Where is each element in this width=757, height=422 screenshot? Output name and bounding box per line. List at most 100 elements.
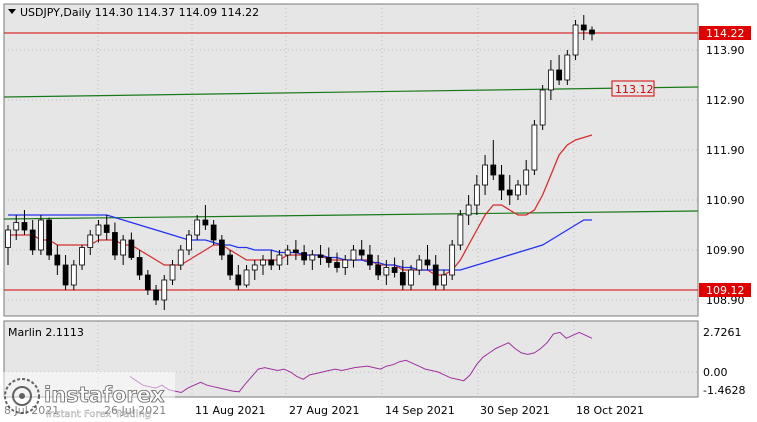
candle[interactable] [194,215,201,240]
candle[interactable] [95,220,102,243]
candle[interactable] [79,245,85,270]
candle[interactable] [235,265,242,290]
candle[interactable] [54,245,61,275]
candle[interactable] [144,270,151,295]
bear-candle-body [580,24,587,31]
bear-candle-body [144,274,151,291]
candle[interactable] [441,270,447,290]
candle[interactable] [572,20,579,60]
candle[interactable] [38,215,44,255]
candle[interactable] [498,165,505,200]
time-label: 14 Sep 2021 [385,404,455,417]
candle[interactable] [580,15,587,40]
candle[interactable] [408,265,414,290]
candle[interactable] [87,230,94,255]
candle[interactable] [523,160,530,195]
candle[interactable] [268,250,275,270]
bull-candle-body [161,279,168,301]
bear-candle-body [317,254,324,258]
candle[interactable] [46,217,52,261]
candle[interactable] [350,245,357,268]
candle[interactable] [334,252,340,273]
candle[interactable] [29,220,36,255]
bull-candle-body [70,264,77,286]
candle[interactable] [161,275,168,310]
candle[interactable] [589,26,595,41]
candle[interactable] [276,250,283,270]
bear-candle-body [367,254,373,266]
price-label: 112.90 [706,94,745,107]
bull-candle-body [523,169,530,186]
candle[interactable] [539,85,546,130]
candle[interactable] [490,140,497,180]
candle[interactable] [112,222,118,261]
candle[interactable] [186,230,192,255]
candle[interactable] [153,285,159,305]
candle[interactable] [210,220,217,245]
price-label: 110.90 [706,194,745,207]
candle[interactable] [564,50,571,85]
candle[interactable] [358,240,365,260]
candle[interactable] [218,235,225,260]
candle[interactable] [13,215,20,240]
marlin-oscillator-line [129,331,593,394]
bear-candle-body [325,257,332,263]
time-axis: 8 Jul 2021 26 Jul 2021 11 Aug 2021 27 Au… [4,404,644,417]
candle[interactable] [169,260,176,285]
blue-moving-average-line [8,214,592,271]
candles[interactable] [5,15,595,310]
candle[interactable] [202,205,209,230]
candle[interactable] [342,255,349,275]
candle[interactable] [103,215,110,240]
bear-candle-body [490,164,497,176]
bull-candle-body [383,267,390,276]
candle[interactable] [465,195,472,225]
candle[interactable] [367,245,373,270]
candle[interactable] [457,210,464,250]
candle[interactable] [515,180,521,200]
candle[interactable] [227,250,233,280]
candle[interactable] [399,260,406,290]
triangle-down-icon[interactable] [8,9,16,14]
candle[interactable] [325,247,332,268]
candle[interactable] [424,245,431,270]
indicator-axis-label: 2.7261 [703,326,742,339]
candle[interactable] [473,175,480,215]
candle[interactable] [177,245,184,270]
bull-candle-body [473,184,480,206]
candle[interactable] [5,225,11,265]
candle[interactable] [70,260,77,290]
candle[interactable] [391,257,398,278]
candle[interactable] [531,120,538,175]
candle[interactable] [383,260,390,285]
candle[interactable] [317,245,324,265]
level-label-badge[interactable]: 113.12 [611,80,655,97]
candle[interactable] [416,255,423,275]
candle[interactable] [21,210,28,235]
candle[interactable] [260,255,266,275]
candle[interactable] [284,245,291,265]
svg-text:113.12: 113.12 [615,83,654,96]
candle[interactable] [432,255,439,290]
candle[interactable] [136,250,143,280]
candle[interactable] [309,250,316,270]
candle[interactable] [301,245,307,265]
bull-candle-body [177,249,184,266]
candle[interactable] [128,232,135,261]
candle[interactable] [293,240,299,260]
bear-candle-body [202,219,209,226]
candle[interactable] [482,155,488,195]
candle[interactable] [251,260,258,280]
upper-green-trendline[interactable] [3,86,699,98]
candle[interactable] [375,255,382,280]
candle[interactable] [62,255,69,290]
main-panel[interactable] [3,3,699,317]
candle[interactable] [243,265,250,288]
candle[interactable] [506,175,513,205]
lower-green-trendline[interactable] [3,210,699,220]
candle[interactable] [556,55,562,85]
candle[interactable] [548,60,554,100]
candle[interactable] [449,240,456,280]
candle[interactable] [120,235,127,265]
